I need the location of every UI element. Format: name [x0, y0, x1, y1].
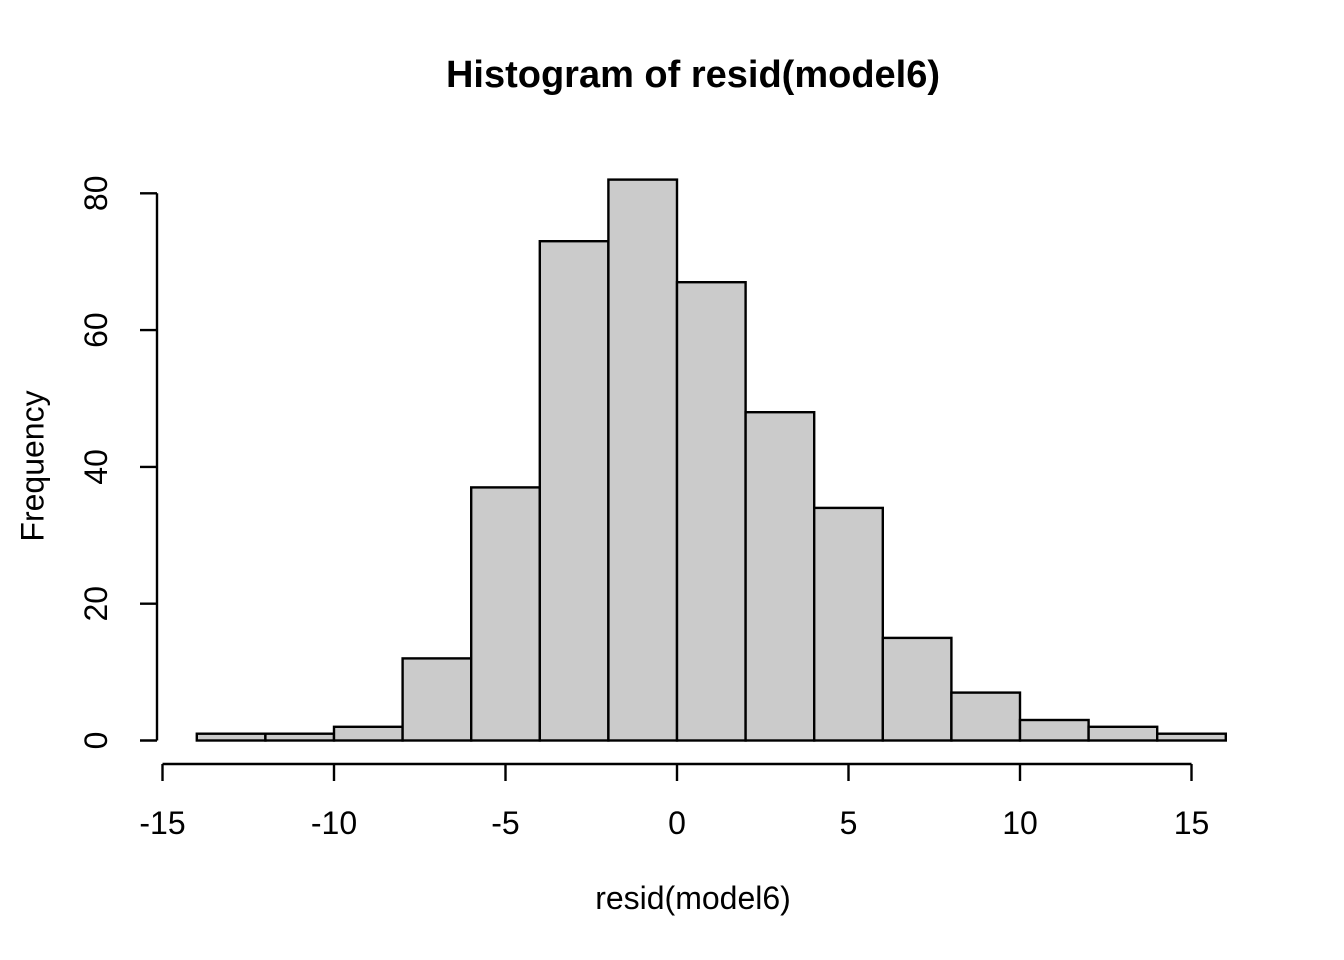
- histogram-bar: [538, 239, 610, 742]
- histogram-bar: [744, 411, 816, 742]
- histogram-bar: [1087, 725, 1159, 742]
- histogram-bar: [813, 506, 885, 742]
- y-axis-tick-label: 40: [78, 449, 114, 485]
- histogram-bar: [607, 178, 679, 742]
- y-axis-tick-label: 0: [78, 732, 114, 750]
- chart-title: Histogram of resid(model6): [445, 54, 941, 96]
- histogram-bar: [470, 486, 542, 742]
- x-axis-tick-label: 5: [840, 805, 858, 841]
- histogram-bar: [881, 636, 953, 742]
- y-axis-label: Frequency: [14, 390, 51, 542]
- y-axis-tick-label: 20: [78, 586, 114, 622]
- x-axis-tick-label: 10: [1002, 805, 1038, 841]
- x-axis-tick-label: 15: [1174, 805, 1210, 841]
- y-axis-tick-label: 60: [78, 312, 114, 348]
- histogram-bar: [1155, 732, 1227, 742]
- x-axis-label: resid(model6): [595, 880, 791, 916]
- histogram-bar: [675, 281, 747, 742]
- histogram-bar: [332, 725, 404, 742]
- histogram-bar: [1018, 718, 1090, 742]
- x-axis-tick-label: -15: [139, 805, 185, 841]
- histogram-bar: [195, 732, 267, 742]
- histogram-bar: [401, 657, 473, 742]
- histogram-bar: [264, 732, 336, 742]
- x-axis-tick-label: -5: [491, 805, 519, 841]
- x-axis-tick-label: -10: [311, 805, 357, 841]
- y-axis-tick-label: 80: [78, 176, 114, 212]
- histogram-bar: [950, 691, 1022, 742]
- x-axis-tick-label: 0: [668, 805, 686, 841]
